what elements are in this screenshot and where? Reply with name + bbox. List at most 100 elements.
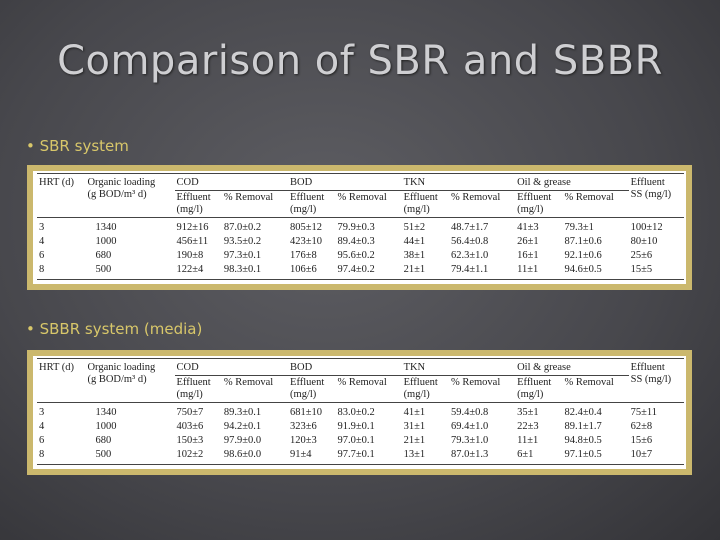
data-cell: 41±1 bbox=[403, 407, 426, 418]
data-cell: 120±3 bbox=[290, 435, 317, 446]
data-cell: 15±6 bbox=[630, 435, 653, 446]
header-cell: Effluent SS (mg/l) bbox=[628, 358, 684, 403]
header-cell: Effluent (mg/l) bbox=[515, 375, 563, 403]
data-cell: 10±7 bbox=[628, 448, 684, 465]
data-cell: 98.3±0.1 bbox=[221, 263, 289, 280]
data-cell: 500 bbox=[85, 448, 175, 465]
table-frame: HRT (d) Organic loading (g BOD/m³ d) COD BO… bbox=[27, 165, 692, 290]
data-cell: 87.1±0.6 bbox=[564, 236, 602, 247]
header-cell: Effluent (mg/l) bbox=[401, 375, 449, 403]
data-row: 4 1000 403±6 94.2±0.1 323±6 91.9±0.1 31±1 69.4±… bbox=[37, 420, 684, 434]
data-cell: 100±12 bbox=[630, 222, 663, 233]
data-cell: 62±8 bbox=[630, 421, 653, 432]
data-cell: 15±5 bbox=[628, 263, 684, 280]
data-cell: 3 bbox=[39, 407, 45, 418]
data-row: 6 680 150±3 97.9±0.0 120±3 97.0±0.1 21±1 79.3±1… bbox=[37, 434, 684, 448]
table-panel: HRT (d) Organic loading (g BOD/m³ d) COD BO… bbox=[33, 356, 686, 469]
header-cell: % Removal bbox=[221, 375, 289, 403]
data-cell: 92.1±0.6 bbox=[564, 250, 602, 261]
data-cell: 97.1±0.5 bbox=[562, 448, 629, 465]
data-cell: 97.3±0.1 bbox=[223, 250, 262, 261]
data-cell: 423±10 bbox=[290, 236, 323, 247]
table-frame: HRT (d) Organic loading (g BOD/m³ d) COD BO… bbox=[27, 350, 692, 475]
data-cell: 87.0±0.2 bbox=[223, 222, 262, 233]
header-cell: Organic loading (g BOD/m³ d) bbox=[85, 173, 175, 218]
data-cell: 87.0±1.3 bbox=[448, 448, 516, 465]
data-cell: 69.4±1.0 bbox=[450, 421, 489, 432]
header-cell: % Removal bbox=[335, 190, 402, 218]
group-header: TKN bbox=[401, 358, 516, 376]
data-cell: 94.8±0.5 bbox=[564, 435, 602, 446]
data-table: HRT (d) Organic loading (g BOD/m³ d) COD BO… bbox=[37, 358, 684, 465]
data-cell: 11±1 bbox=[517, 435, 539, 446]
data-table: HRT (d) Organic loading (g BOD/m³ d) COD BO… bbox=[37, 173, 684, 280]
data-cell: 1000 bbox=[95, 236, 117, 247]
data-cell: 681±10 bbox=[290, 407, 323, 418]
data-cell: 89.4±0.3 bbox=[337, 236, 375, 247]
data-cell: 500 bbox=[85, 263, 175, 280]
data-row: 6 680 190±8 97.3±0.1 176±8 95.6±0.2 38±1 62.3±1… bbox=[37, 249, 684, 263]
data-cell: 51±2 bbox=[403, 222, 426, 233]
header-cell: % Removal bbox=[335, 375, 402, 403]
data-cell: 122±4 bbox=[174, 263, 222, 280]
data-row: 4 1000 456±11 93.5±0.2 423±10 89.4±0.3 44±1 56.… bbox=[37, 235, 684, 249]
data-cell: 93.5±0.2 bbox=[223, 236, 262, 247]
data-cell: 8 bbox=[37, 263, 86, 280]
header-cell: % Removal bbox=[448, 190, 516, 218]
header-cell: % Removal bbox=[221, 190, 289, 218]
data-cell: 102±2 bbox=[174, 448, 222, 465]
group-header: Oil & grease bbox=[515, 173, 629, 191]
header-row: Effluent (mg/l)% Removal Effluent (mg/l)%… bbox=[37, 375, 684, 403]
section-label: SBR system bbox=[26, 137, 129, 155]
data-cell: 150±3 bbox=[176, 435, 204, 446]
data-cell: 912±16 bbox=[176, 222, 209, 233]
data-cell: 94.6±0.5 bbox=[562, 263, 629, 280]
header-cell: Effluent (mg/l) bbox=[174, 375, 222, 403]
data-cell: 403±6 bbox=[176, 421, 204, 432]
data-cell: 82.4±0.4 bbox=[564, 407, 602, 418]
table-body: 3 1340 750±7 89.3±0.1 681±10 83.0±0.2 41±1 59.4… bbox=[37, 403, 684, 465]
data-cell: 4 bbox=[39, 421, 45, 432]
data-cell: 91.9±0.1 bbox=[337, 421, 375, 432]
data-cell: 98.6±0.0 bbox=[221, 448, 289, 465]
data-cell: 22±3 bbox=[517, 421, 539, 432]
data-cell: 805±12 bbox=[290, 222, 323, 233]
data-cell: 4 bbox=[39, 236, 45, 247]
data-cell: 21±1 bbox=[403, 435, 426, 446]
data-cell: 8 bbox=[37, 448, 86, 465]
data-cell: 6 bbox=[39, 250, 45, 261]
header-row: HRT (d) Organic loading (g BOD/m³ d) COD BO… bbox=[37, 358, 684, 403]
data-cell: 97.4±0.2 bbox=[335, 263, 402, 280]
data-row: 8 500 102±2 98.6±0.0 91±4 97.7±0.1 13±1 87.0±1.… bbox=[37, 448, 684, 465]
data-row: 3 1340 912±16 87.0±0.2 805±12 79.9±0.3 51±2 48.… bbox=[37, 218, 684, 236]
data-cell: 83.0±0.2 bbox=[337, 407, 375, 418]
group-header: BOD bbox=[288, 173, 402, 191]
header-cell: Effluent (mg/l) bbox=[401, 190, 449, 218]
header-cell: % Removal bbox=[562, 190, 629, 218]
data-cell: 89.1±1.7 bbox=[564, 421, 602, 432]
data-cell: 79.4±1.1 bbox=[448, 263, 516, 280]
data-cell: 106±6 bbox=[288, 263, 336, 280]
data-cell: 11±1 bbox=[515, 263, 563, 280]
data-cell: 176±8 bbox=[290, 250, 317, 261]
table-body: 3 1340 912±16 87.0±0.2 805±12 79.9±0.3 51±2 48.… bbox=[37, 218, 684, 280]
data-cell: 13±1 bbox=[401, 448, 449, 465]
data-cell: 97.0±0.1 bbox=[337, 435, 375, 446]
data-cell: 1000 bbox=[95, 421, 117, 432]
data-cell: 680 bbox=[95, 435, 112, 446]
data-cell: 680 bbox=[95, 250, 112, 261]
data-cell: 3 bbox=[39, 222, 45, 233]
data-cell: 6±1 bbox=[515, 448, 563, 465]
data-cell: 97.7±0.1 bbox=[335, 448, 402, 465]
table-head: HRT (d) Organic loading (g BOD/m³ d) COD BO… bbox=[37, 358, 684, 403]
data-cell: 25±6 bbox=[630, 250, 653, 261]
data-cell: 89.3±0.1 bbox=[223, 407, 262, 418]
data-row: 3 1340 750±7 89.3±0.1 681±10 83.0±0.2 41±1 59.4… bbox=[37, 403, 684, 421]
data-cell: 750±7 bbox=[176, 407, 204, 418]
data-cell: 38±1 bbox=[403, 250, 426, 261]
header-row: HRT (d) Organic loading (g BOD/m³ d) COD BO… bbox=[37, 173, 684, 218]
table-head: HRT (d) Organic loading (g BOD/m³ d) COD BO… bbox=[37, 173, 684, 218]
header-cell: HRT (d) bbox=[37, 358, 86, 403]
data-cell: 79.9±0.3 bbox=[337, 222, 375, 233]
